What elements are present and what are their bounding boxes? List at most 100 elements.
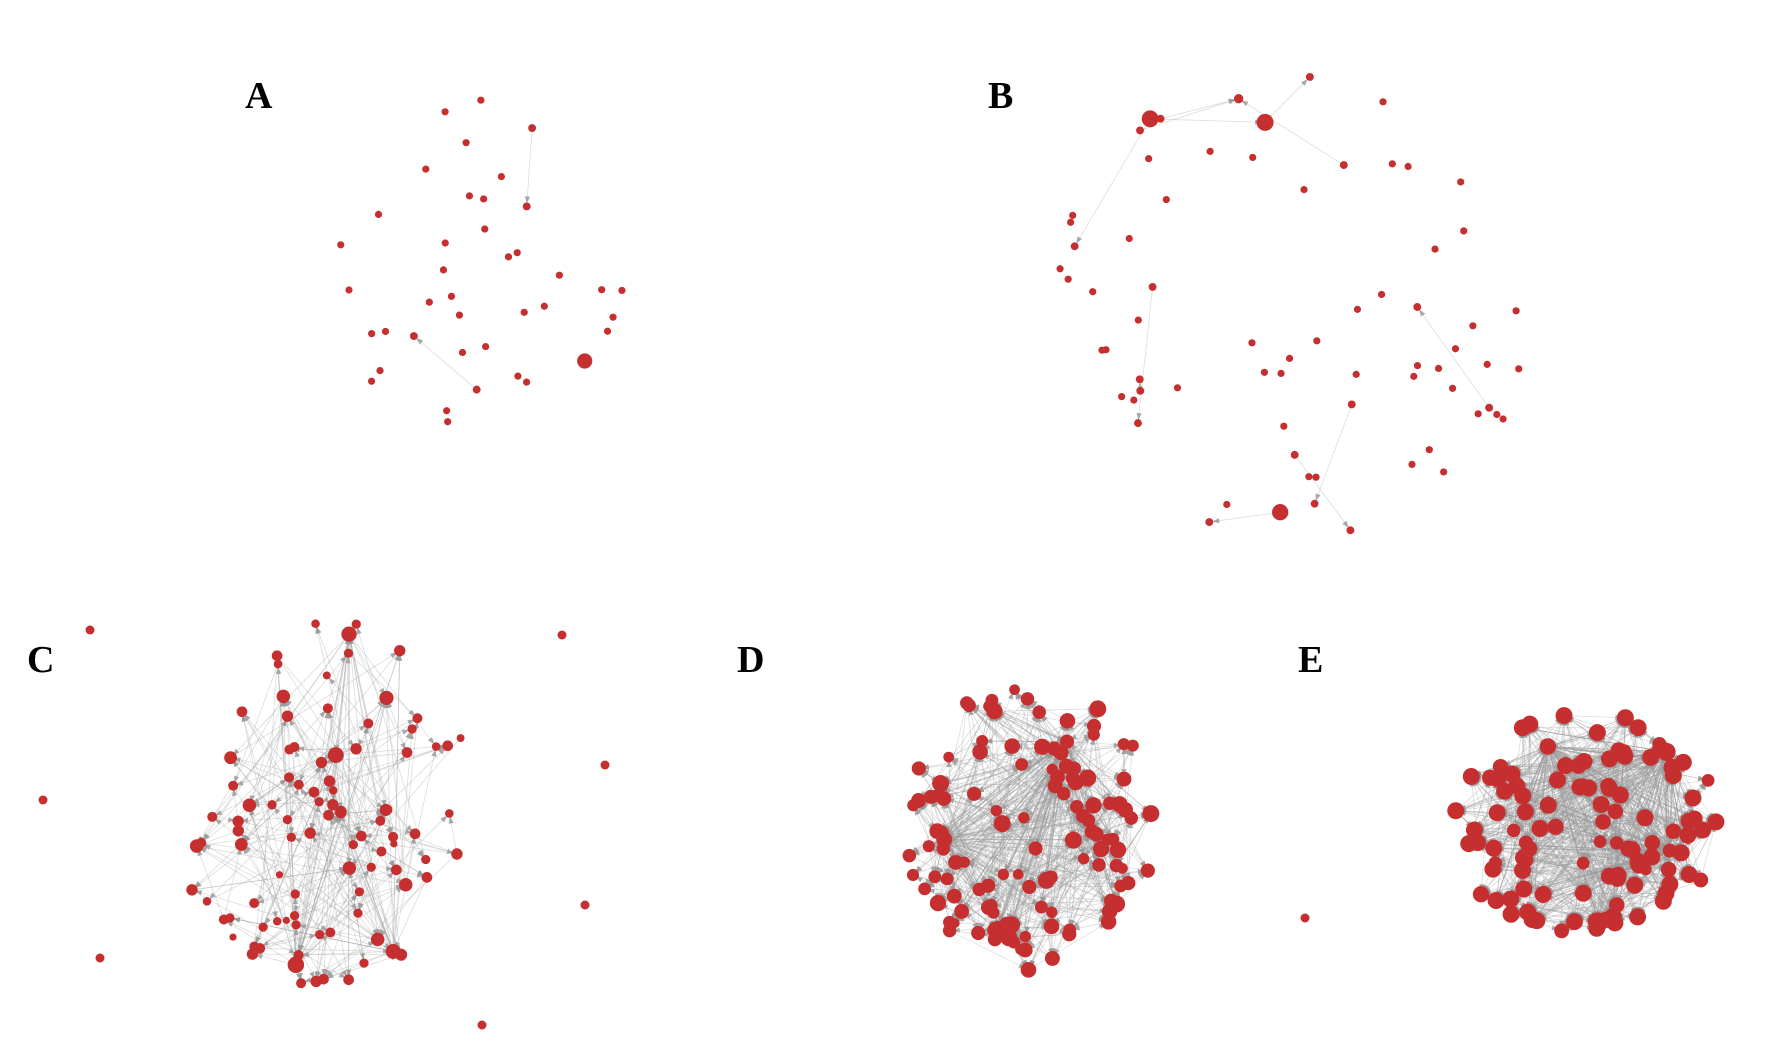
network-edge [944,839,1112,902]
network-edge [1209,511,1281,523]
network-node [1507,823,1521,838]
network-edge [1595,750,1620,922]
network-node [456,734,465,743]
network-node [1472,886,1490,903]
network-node [1022,879,1037,895]
network-node [1434,364,1443,372]
network-edge [1547,746,1690,822]
network-node [1629,908,1647,926]
network-edge [329,745,448,782]
network-edge [936,741,1068,832]
network-node [228,780,239,791]
network-edge [918,706,990,801]
network-edge [298,951,394,956]
network-edge [948,756,997,811]
network-edge [1061,743,1124,753]
network-edge [315,939,378,982]
network-edge [964,861,1109,923]
network-edge [918,768,989,886]
network-edge [1005,708,1099,924]
network-node [1657,885,1675,903]
network-edge [323,951,394,980]
edge-arrowhead [946,760,952,768]
network-edge [254,867,350,904]
network-node [1012,868,1024,880]
edge-arrowhead [358,902,364,911]
network-node [315,929,325,940]
network-edge [386,697,394,952]
panel-d-label: D [737,639,764,681]
network-edge [295,781,330,965]
network-edge [973,752,1062,795]
network-node [439,266,448,274]
network-node [249,898,260,909]
network-edge [1631,751,1667,850]
network-node [1701,774,1715,787]
network-edge [230,650,400,759]
network-edge [191,717,418,891]
network-edge [241,711,359,914]
network-edge [249,805,297,965]
network-edge [918,800,1052,927]
network-node [202,897,212,906]
edge-arrowhead [359,952,366,961]
network-edge [262,810,342,928]
network-node [1493,410,1501,419]
network-edge [313,745,448,793]
network-edge [982,740,1068,743]
network-edge [1524,859,1670,885]
network-edge [1504,790,1670,851]
network-edge [249,801,320,806]
network-edge [1477,828,1541,844]
edge-arrowhead [524,196,530,204]
network-edge [987,745,1134,887]
network-edge [1529,723,1695,819]
network-node [1346,526,1355,535]
network-edge [232,785,349,980]
network-edge [328,815,394,952]
network-node [441,108,449,116]
edge-arrowhead [325,970,333,978]
network-edge [961,746,1013,912]
panel-b-label: B [988,75,1013,117]
network-edge [955,752,1062,863]
network-node [997,868,1010,881]
network-node [1347,400,1356,409]
network-node [600,760,610,770]
network-node [348,839,358,850]
network-node [1499,415,1507,423]
network-edge [940,741,1068,834]
network-node [609,313,617,321]
network-node [1592,796,1610,814]
network-edge [1582,732,1598,864]
network-edge [1638,767,1673,866]
network-node [1684,789,1702,807]
network-edge [937,769,1053,904]
network-edge [930,796,1097,835]
network-edge [937,830,1119,851]
network-node [1046,763,1058,776]
network-node [1515,365,1523,373]
network-edge [1614,811,1638,917]
network-edge [1019,769,1053,950]
network-edge [979,751,1047,881]
network-node [1277,369,1285,377]
network-node [1056,265,1064,273]
network-edge [940,769,1053,834]
network-edge [361,835,407,886]
network-node [480,195,488,203]
network-edge [413,335,477,390]
network-node [421,854,431,865]
network-edge [1528,724,1531,849]
network-node [1593,835,1607,849]
edge-arrowhead [264,917,271,925]
network-node [343,974,354,986]
network-edge [1051,865,1117,927]
network-node [376,846,387,857]
network-edge [348,652,418,719]
network-node [267,800,277,810]
network-node [1534,886,1552,904]
network-node [1064,275,1072,283]
network-node [1312,473,1320,481]
edge-arrowhead [358,725,366,732]
